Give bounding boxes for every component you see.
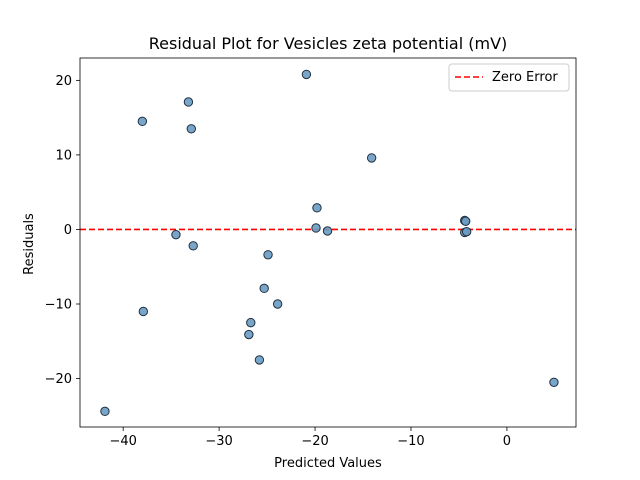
data-point (138, 306, 149, 317)
y-tick-label: 10 (55, 148, 72, 163)
plot-area: −20 −10 0 10 20 −40 −30 −20 −10 0 (45, 57, 577, 449)
x-tick-label: −30 (205, 434, 232, 449)
data-point (461, 226, 472, 237)
data-point (254, 355, 265, 365)
y-tick-label: 20 (55, 74, 72, 89)
data-point (186, 124, 196, 134)
data-point (272, 299, 283, 309)
data-point (244, 329, 254, 340)
chart-title: Residual Plot for Vesicles zeta potentia… (149, 34, 508, 53)
data-point (171, 229, 181, 240)
legend-zero-error-label: Zero Error (492, 70, 558, 85)
y-tick-label: −20 (45, 372, 72, 387)
data-point (311, 223, 321, 233)
data-point (263, 250, 273, 260)
x-tick-label: −10 (397, 434, 424, 449)
data-point (312, 203, 322, 213)
x-tick-label: −20 (301, 434, 328, 449)
data-point (460, 216, 471, 226)
x-tick-label: 0 (503, 434, 511, 449)
data-point (183, 97, 194, 107)
data-point (188, 241, 198, 251)
axes-frame (79, 57, 577, 428)
x-axis-label: Predicted Values (274, 456, 382, 471)
legend: Zero Error (448, 63, 570, 92)
data-point (322, 226, 333, 236)
y-tick-label: −10 (45, 298, 72, 313)
x-tick-label: −40 (109, 434, 136, 449)
data-point (366, 153, 377, 163)
data-point (301, 69, 312, 80)
data-point (100, 406, 110, 417)
data-point (246, 317, 256, 328)
y-tick-label: 0 (64, 223, 72, 238)
legend-frame (448, 63, 570, 92)
data-point (549, 377, 559, 387)
y-axis-label: Residuals (22, 213, 37, 275)
data-point (137, 116, 148, 127)
data-point (259, 283, 269, 294)
